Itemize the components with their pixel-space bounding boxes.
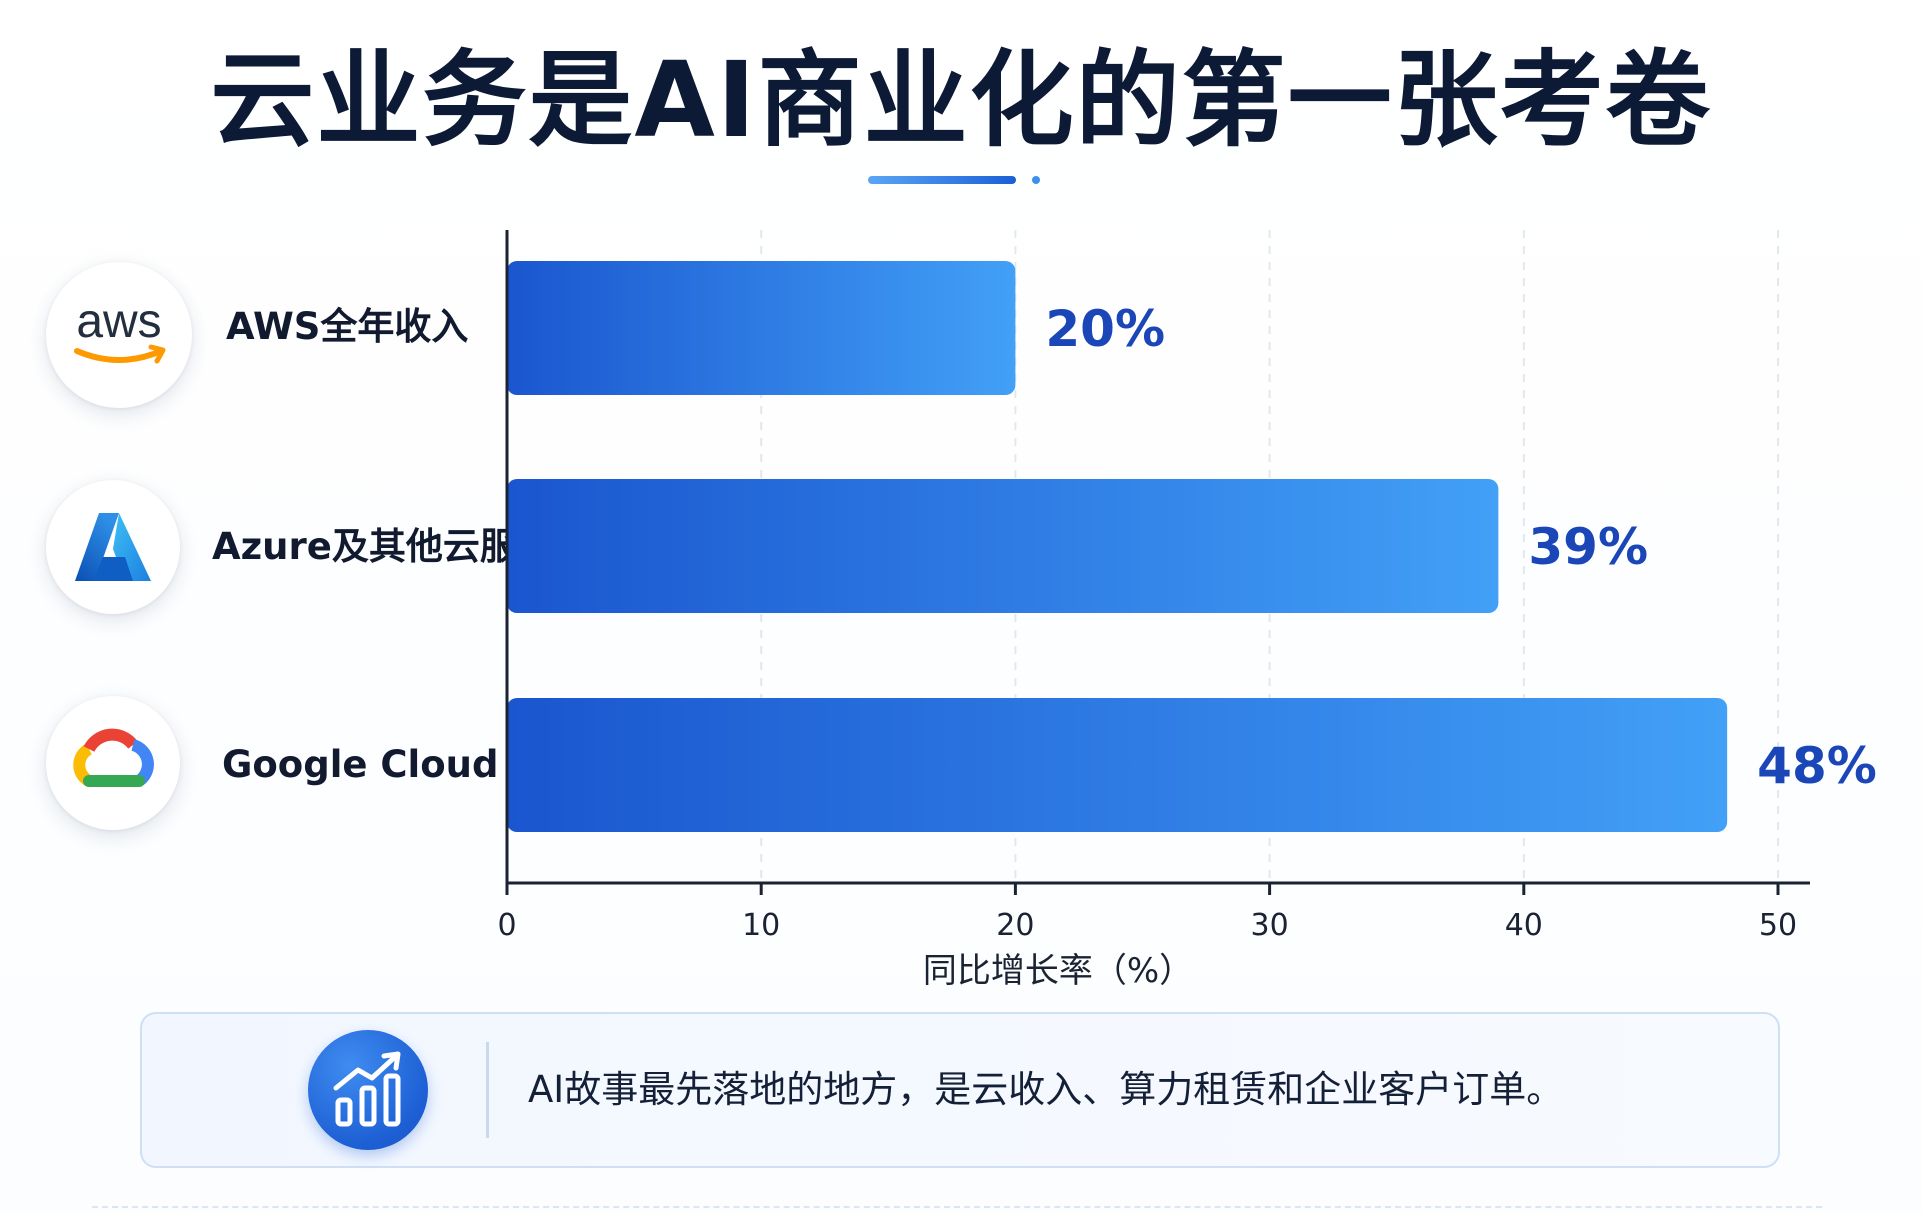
bottom-divider [92,1206,1822,1208]
x-tick-label: 20 [996,908,1034,943]
title-underline-dot [1032,176,1040,184]
bar-chart-trend-icon [308,1030,428,1150]
bar-value-label: 20% [1045,300,1165,358]
x-axis-title: 同比增长率（%） [923,951,1193,991]
azure-logo [46,480,180,614]
bar-2 [507,698,1728,832]
bar-1 [507,479,1499,613]
title-underline [868,176,1016,184]
page-title: 云业务是AI商业化的第一张考卷 [210,39,1712,161]
category-label-azure: Azure及其他云服务 [212,525,554,568]
google-cloud-logo-icon [73,728,154,787]
x-tick-label: 10 [742,908,780,943]
azure-logo-icon [75,513,151,581]
summary-divider [486,1042,489,1138]
x-tick-label: 50 [1759,908,1797,943]
google-cloud-logo [46,696,180,830]
x-tick-label: 30 [1251,908,1289,943]
aws-logo-icon: aws [74,295,166,364]
bar-0 [507,261,1016,395]
category-label-aws: AWS全年收入 [226,305,469,348]
bar-chart: 20% 39% 48% 0 10 20 30 40 50 同比增长率（%） [497,230,1877,991]
summary-box: AI故事最先落地的地方，是云收入、算力租赁和企业客户订单。 [140,1012,1780,1168]
x-tick-label: 40 [1505,908,1543,943]
aws-logo: aws [46,262,192,408]
category-label-google: Google Cloud [222,743,499,786]
bar-value-label: 48% [1757,737,1877,795]
aws-logo-text: aws [76,295,161,348]
x-tick-label: 0 [497,908,516,943]
bar-value-label: 39% [1528,518,1648,576]
summary-text: AI故事最先落地的地方，是云收入、算力租赁和企业客户订单。 [528,1068,1564,1111]
